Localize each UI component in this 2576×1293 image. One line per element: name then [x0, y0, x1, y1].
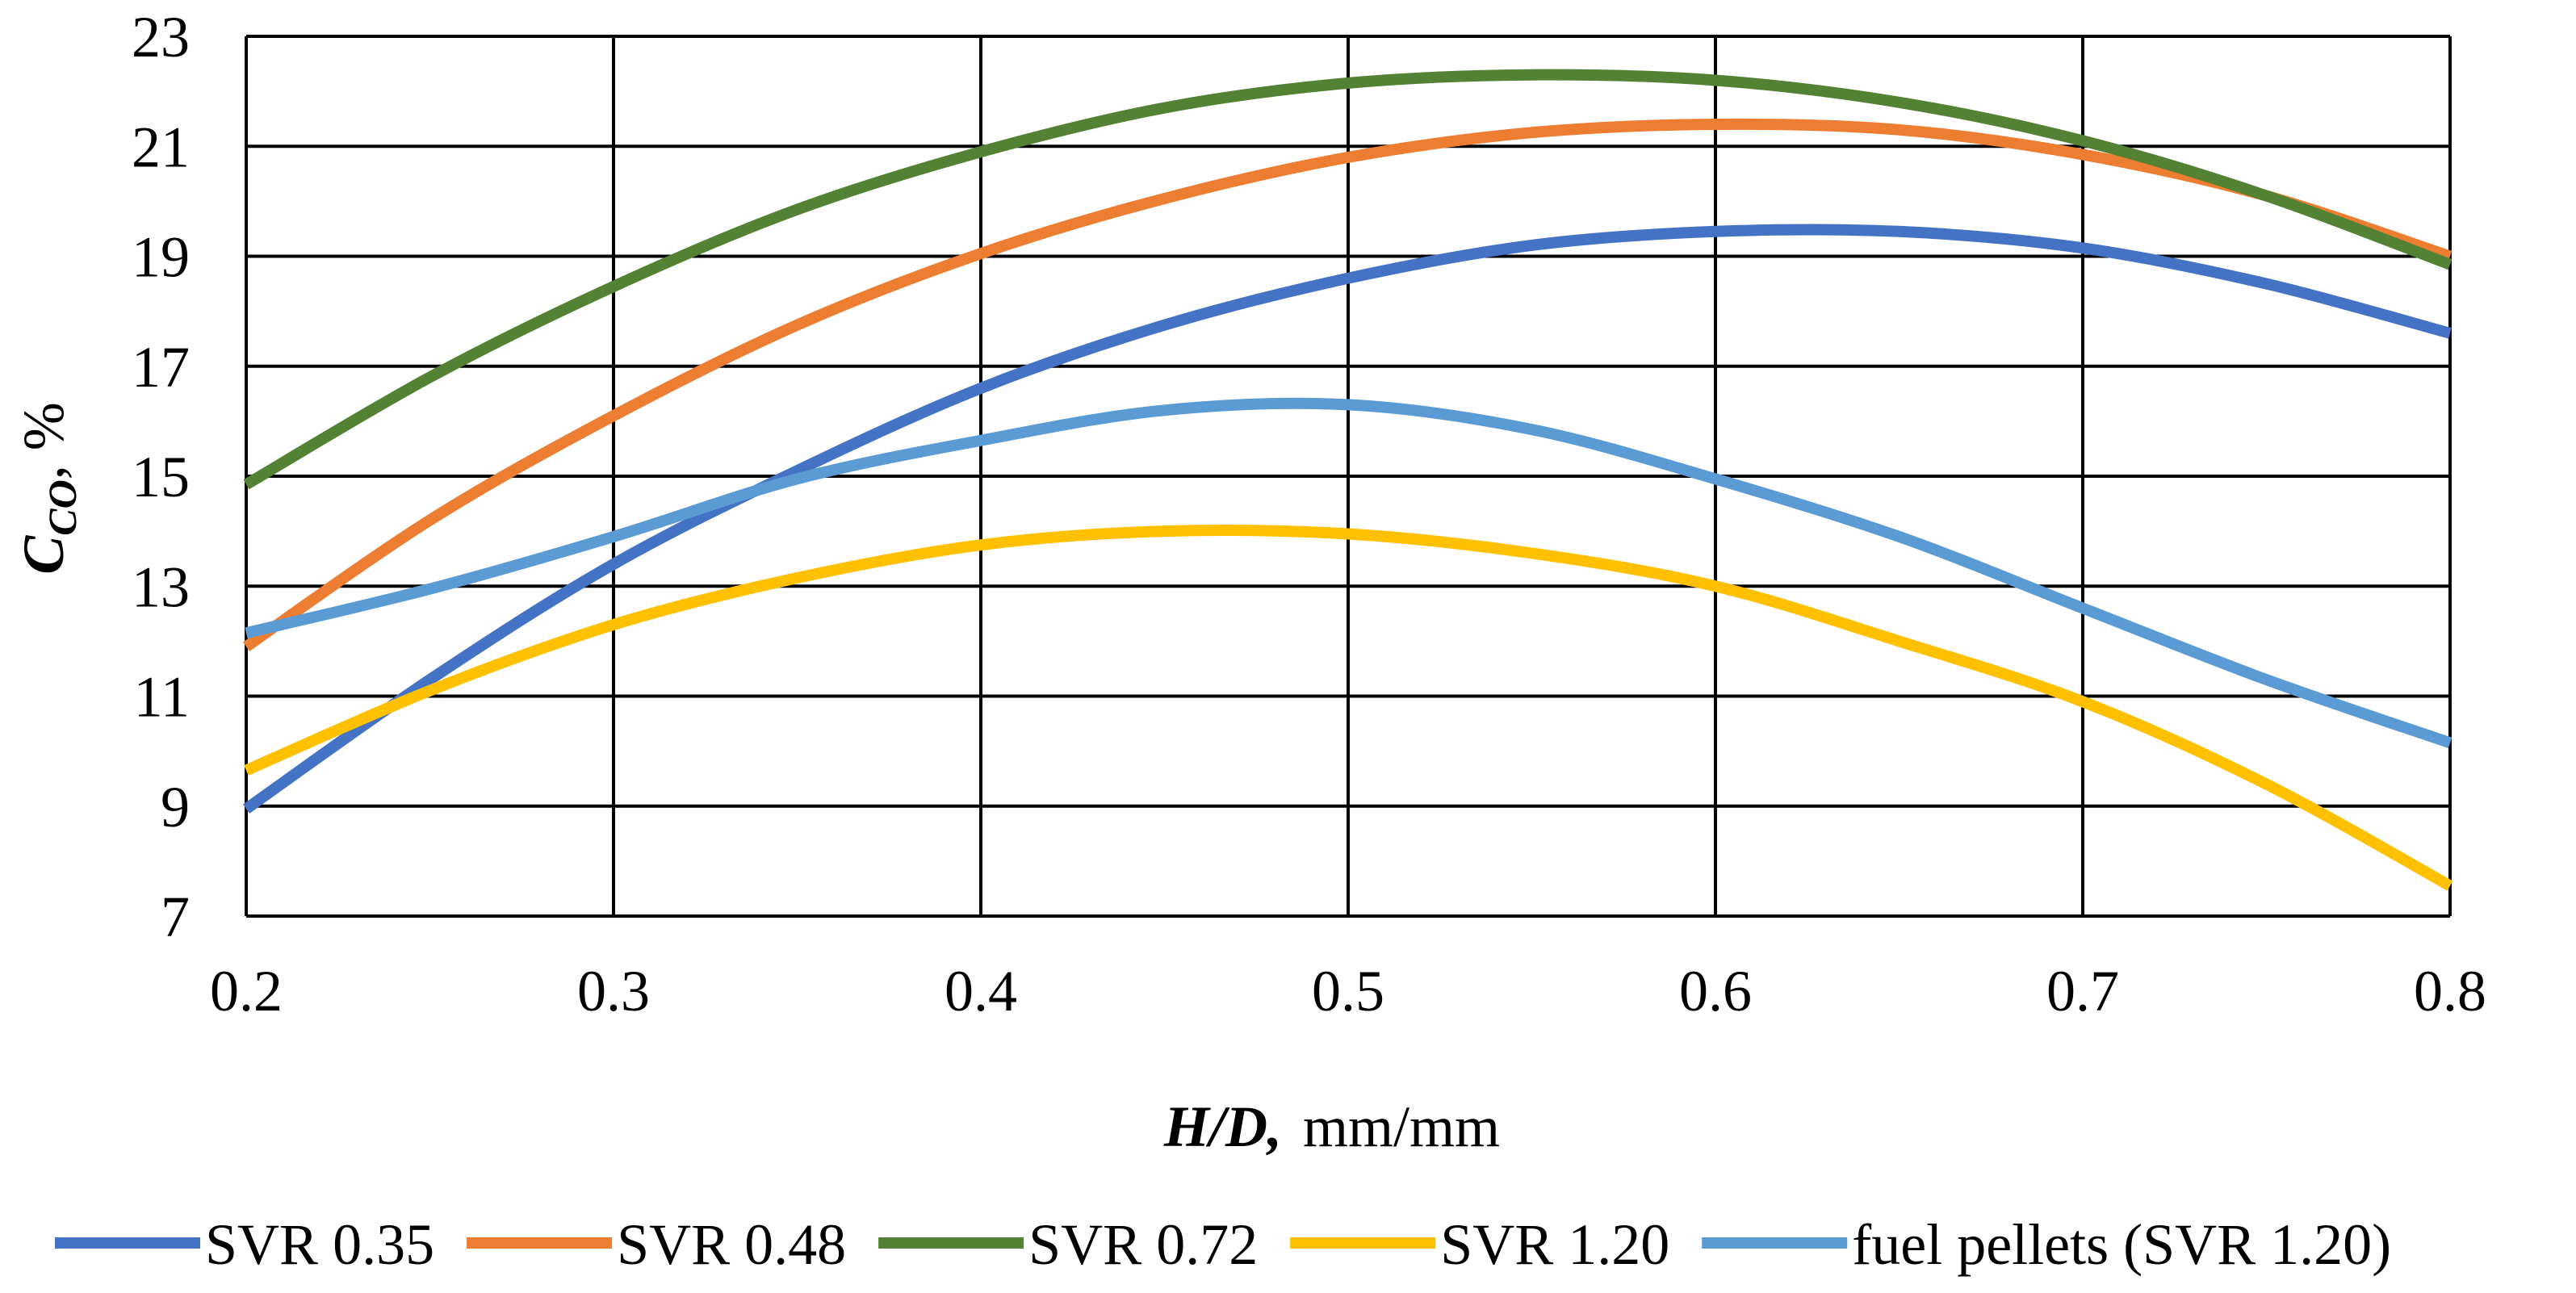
y-tick-label: 7	[161, 885, 190, 949]
x-axis-label-italic: H/D,	[1163, 1094, 1282, 1159]
grid	[245, 35, 2452, 918]
legend: SVR 0.35 SVR 0.48 SVR 0.72 SVR 1.20 fuel pel…	[55, 1212, 2391, 1277]
y-tick-label: 17	[132, 335, 190, 400]
y-tick-labels: 7 9 11 13 15 17 19 21 23	[132, 5, 190, 949]
series-line-0	[242, 224, 2452, 814]
x-axis-label: H/D, mm/mm	[1163, 1094, 1500, 1159]
y-tick-label: 15	[132, 445, 190, 509]
legend-label-3: SVR 1.20	[1440, 1212, 1669, 1277]
y-tick-label: 9	[161, 775, 190, 839]
series-line-2	[243, 69, 2452, 490]
x-axis-label-unit: mm/mm	[1303, 1094, 1500, 1159]
y-tick-label: 11	[134, 665, 190, 730]
y-axis-label-symbol: C	[11, 535, 76, 575]
series-line-1	[243, 118, 2452, 651]
y-tick-label: 21	[132, 115, 190, 179]
series-lines	[242, 69, 2453, 891]
y-axis-label: CCO, %	[11, 402, 85, 574]
legend-label-0: SVR 0.35	[205, 1212, 434, 1277]
x-tick-label: 0.8	[2414, 959, 2486, 1023]
legend-label-4: fuel pellets (SVR 1.20)	[1852, 1212, 2391, 1277]
series-line-4	[245, 397, 2452, 749]
y-axis-label-unit: , %	[11, 402, 76, 479]
y-tick-label: 19	[132, 225, 190, 290]
x-tick-label: 0.7	[2046, 959, 2119, 1023]
x-tick-label: 0.3	[577, 959, 650, 1023]
x-tick-label: 0.4	[945, 959, 1017, 1023]
y-tick-label: 13	[132, 554, 190, 619]
x-tick-label: 0.6	[1679, 959, 1752, 1023]
legend-label-2: SVR 0.72	[1028, 1212, 1258, 1277]
legend-label-1: SVR 0.48	[617, 1212, 846, 1277]
series-line-3	[244, 525, 2453, 891]
y-tick-label: 23	[132, 5, 190, 69]
x-tick-labels: 0.2 0.3 0.4 0.5 0.6 0.7 0.8	[210, 959, 2486, 1023]
x-tick-label: 0.5	[1312, 959, 1384, 1023]
y-axis-label-subscript: CO	[40, 479, 85, 535]
x-tick-label: 0.2	[210, 959, 283, 1023]
